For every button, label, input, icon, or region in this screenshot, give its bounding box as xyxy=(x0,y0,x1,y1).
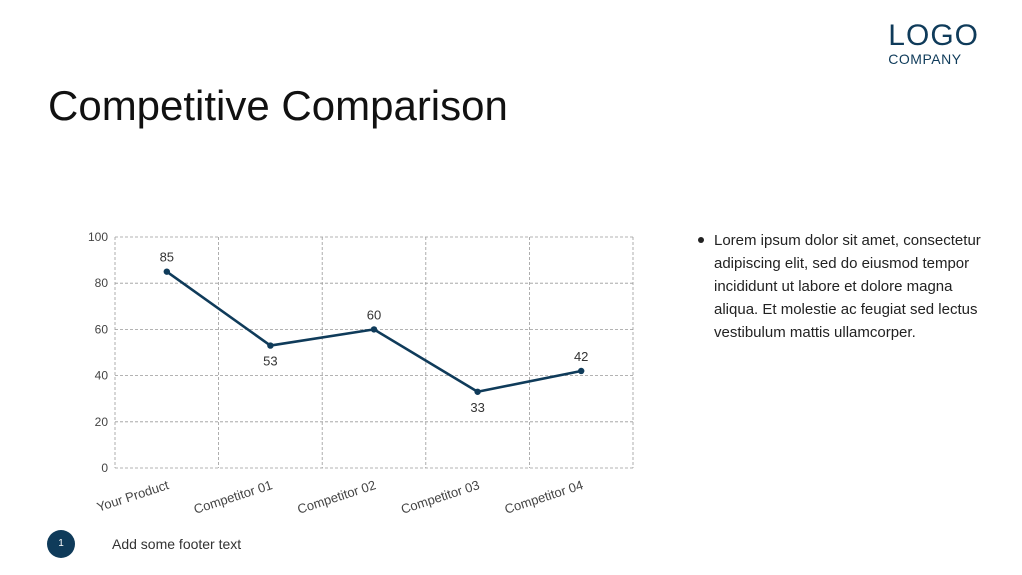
footer-text: Add some footer text xyxy=(112,536,242,552)
line-chart: 0 20 40 60 80 100 Your Product Competitor 01 Com… xyxy=(60,222,660,522)
x-tick-label: Competitor 04 xyxy=(503,477,585,516)
data-point xyxy=(370,326,378,333)
data-point xyxy=(163,268,170,275)
chart-svg: 0 20 40 60 80 100 Your Product Competitor 01 Com… xyxy=(88,230,634,517)
y-tick-label: 100 xyxy=(88,230,108,244)
data-label: 53 xyxy=(263,354,277,369)
y-tick-label: 20 xyxy=(95,415,109,429)
x-tick-label: Competitor 01 xyxy=(192,477,274,516)
x-tick-label: Competitor 02 xyxy=(295,477,377,516)
data-label: 60 xyxy=(367,307,381,322)
data-point xyxy=(267,342,274,349)
data-label: 42 xyxy=(574,349,588,364)
x-tick-label: Your Product xyxy=(95,477,171,514)
y-tick-label: 80 xyxy=(95,276,109,290)
y-tick-label: 60 xyxy=(95,322,109,336)
y-tick-label: 0 xyxy=(101,461,108,475)
data-point xyxy=(578,367,585,375)
y-tick-label: 40 xyxy=(95,369,109,383)
bullet-item: Lorem ipsum dolor sit amet, consectetur … xyxy=(696,229,986,344)
page-number-badge: 1 xyxy=(47,530,75,558)
data-label: 85 xyxy=(160,250,174,265)
logo-text: LOGO xyxy=(888,19,979,52)
data-label: 33 xyxy=(470,400,484,415)
company-logo: LOGO COMPANY xyxy=(888,19,979,67)
x-tick-label: Competitor 03 xyxy=(399,477,481,516)
logo-subtext: COMPANY xyxy=(888,51,962,67)
page-title: Competitive Comparison xyxy=(48,82,508,129)
bullet-list: Lorem ipsum dolor sit amet, consectetur … xyxy=(696,229,986,344)
data-point xyxy=(474,388,481,395)
